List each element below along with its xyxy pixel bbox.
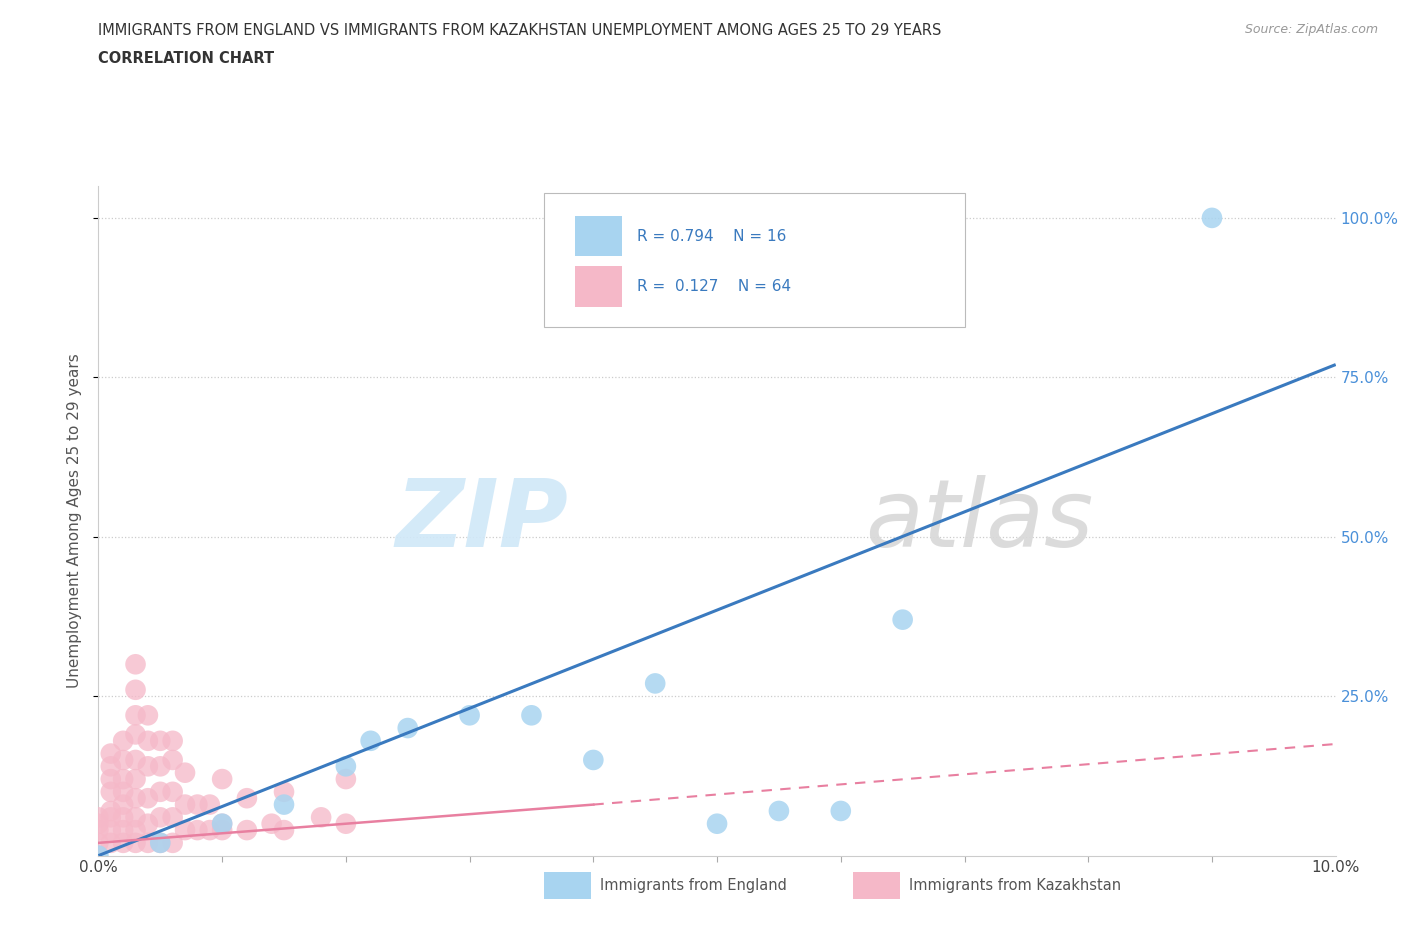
Point [174,823,197,838]
Point [149,835,172,850]
Point [136,835,159,850]
Text: R = 0.794    N = 16: R = 0.794 N = 16 [637,229,786,244]
Text: Immigrants from Kazakhstan: Immigrants from Kazakhstan [908,878,1121,893]
Bar [575,216,621,257]
Point [891,612,914,627]
Point [136,708,159,723]
Point [100,835,122,850]
Point [211,772,233,787]
Point [211,817,233,831]
Point [124,708,146,723]
Text: IMMIGRANTS FROM ENGLAND VS IMMIGRANTS FROM KAZAKHSTAN UNEMPLOYMENT AMONG AGES 25: IMMIGRANTS FROM ENGLAND VS IMMIGRANTS FR… [98,23,942,38]
Bar [575,266,621,307]
Point [149,810,172,825]
Text: R =  0.127    N = 64: R = 0.127 N = 64 [637,279,790,294]
Point [582,752,605,767]
Point [112,734,135,749]
Point [211,823,233,838]
Point [124,772,146,787]
Point [87,810,110,825]
Point [198,823,221,838]
Point [100,784,122,799]
Point [112,797,135,812]
Point [162,835,184,850]
Text: Source: ZipAtlas.com: Source: ZipAtlas.com [1244,23,1378,36]
Point [186,823,208,838]
Point [136,790,159,805]
Point [174,765,197,780]
Point [149,784,172,799]
Point [273,823,295,838]
Point [273,784,295,799]
Point [100,804,122,818]
Point [186,797,208,812]
Point [87,848,110,863]
Point [124,683,146,698]
Point [198,797,221,812]
Point [100,746,122,761]
Text: atlas: atlas [866,475,1094,566]
Point [162,784,184,799]
Point [136,759,159,774]
Bar [544,872,591,899]
Point [396,721,419,736]
Point [830,804,852,818]
Point [112,823,135,838]
Text: Immigrants from England: Immigrants from England [599,878,786,893]
Point [112,810,135,825]
Point [174,797,197,812]
Point [458,708,481,723]
Point [309,810,332,825]
Point [100,772,122,787]
Point [87,823,110,838]
Point [335,759,357,774]
Point [335,817,357,831]
Point [644,676,666,691]
Point [162,752,184,767]
Point [124,752,146,767]
Bar [853,872,900,899]
Point [768,804,790,818]
Point [211,817,233,831]
Point [100,759,122,774]
Point [124,835,146,850]
Point [124,823,146,838]
Point [260,817,283,831]
Point [520,708,543,723]
Point [112,752,135,767]
Point [1201,210,1223,225]
Text: CORRELATION CHART: CORRELATION CHART [98,51,274,66]
Point [149,835,172,850]
Point [162,734,184,749]
Point [149,734,172,749]
Point [335,772,357,787]
Text: ZIP: ZIP [395,475,568,566]
Point [124,810,146,825]
Point [136,817,159,831]
Point [87,817,110,831]
Point [124,657,146,671]
Y-axis label: Unemployment Among Ages 25 to 29 years: Unemployment Among Ages 25 to 29 years [67,353,83,688]
Point [100,823,122,838]
Point [273,797,295,812]
Point [149,759,172,774]
Point [112,772,135,787]
Point [100,810,122,825]
Point [136,734,159,749]
Point [236,790,259,805]
Point [236,823,259,838]
FancyBboxPatch shape [544,193,965,326]
Point [162,810,184,825]
Point [112,835,135,850]
Point [360,734,382,749]
Point [124,727,146,742]
Point [706,817,728,831]
Point [112,784,135,799]
Point [87,835,110,850]
Point [124,790,146,805]
